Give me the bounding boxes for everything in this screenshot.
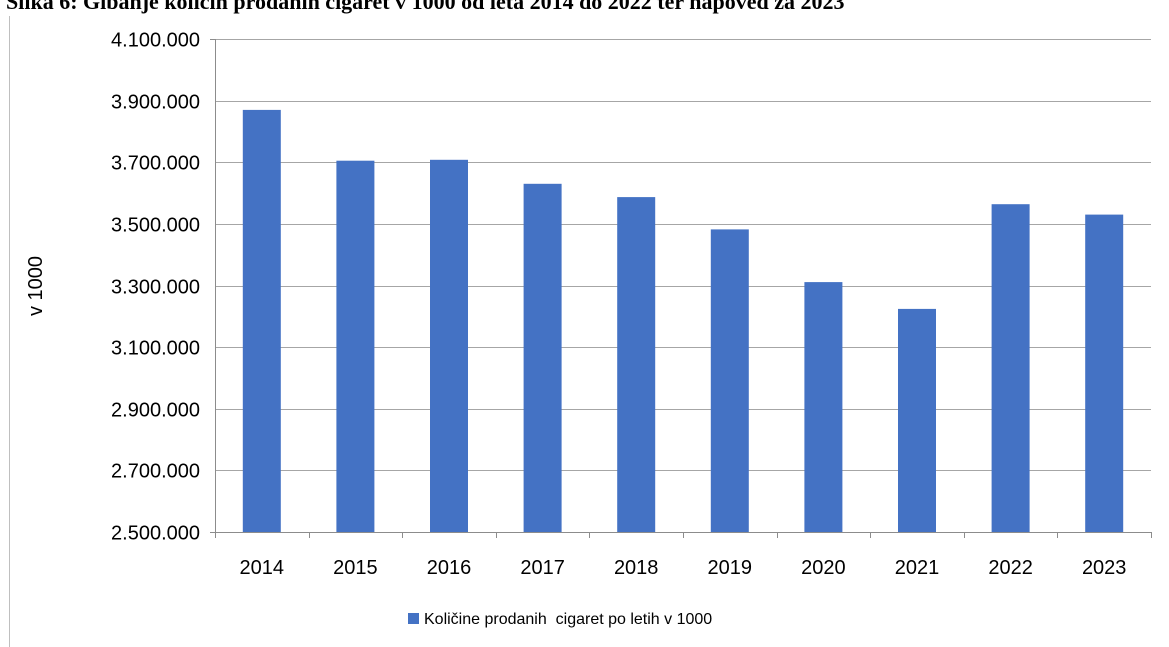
y-tick-label: 4.100.000 (111, 30, 200, 52)
y-tick-label: 2.700.000 (111, 461, 200, 483)
bar (804, 282, 843, 532)
y-tick-label: 3.300.000 (111, 277, 200, 299)
axes (210, 39, 1152, 538)
bar (430, 159, 468, 533)
x-tick-label: 2020 (801, 557, 846, 579)
x-tick-labels: 2014 2015 2016 2017 2018 2019 2020 2021 2022 2023 (240, 557, 1127, 579)
x-tick-label: 2015 (333, 557, 378, 579)
bar (336, 160, 375, 532)
figure-title-text: Slika 6: Gibanje količin prodanih cigare… (6, 0, 845, 14)
x-tick-label: 2017 (520, 557, 565, 579)
legend-label: Količine prodanih cigaret po letih v 100… (424, 611, 712, 628)
x-tick-label: 2021 (895, 557, 940, 579)
x-tick-label: 2019 (708, 557, 753, 579)
y-tick-label: 3.500.000 (111, 215, 200, 237)
bar (710, 229, 749, 532)
bar (617, 197, 656, 532)
legend-swatch (408, 613, 419, 624)
bar (242, 109, 281, 533)
y-tick-label: 2.900.000 (111, 400, 200, 422)
bar (1085, 214, 1124, 532)
y-tick-label: 3.100.000 (111, 338, 200, 360)
bar (991, 204, 1030, 532)
x-tick-label: 2016 (427, 557, 472, 579)
bars (242, 109, 1124, 533)
chart-frame-left-border (9, 16, 10, 647)
x-tick-label: 2014 (240, 557, 285, 579)
x-tick-label: 2023 (1082, 557, 1127, 579)
y-tick-label: 3.700.000 (111, 153, 200, 175)
legend: Količine prodanih cigaret po letih v 100… (408, 611, 712, 628)
x-tick-label: 2018 (614, 557, 659, 579)
x-tick-label: 2022 (988, 557, 1033, 579)
figure-title: Slika 6: Gibanje količin prodanih cigare… (0, 0, 1169, 16)
y-tick-label: 2.500.000 (111, 523, 200, 545)
y-axis-label: v 1000 (25, 256, 47, 316)
y-tick-label: 3.900.000 (111, 92, 200, 114)
bar (523, 183, 562, 533)
bar (898, 308, 936, 532)
y-tick-labels: 2.500.000 2.700.000 2.900.000 3.100.000 3.30… (111, 30, 200, 545)
